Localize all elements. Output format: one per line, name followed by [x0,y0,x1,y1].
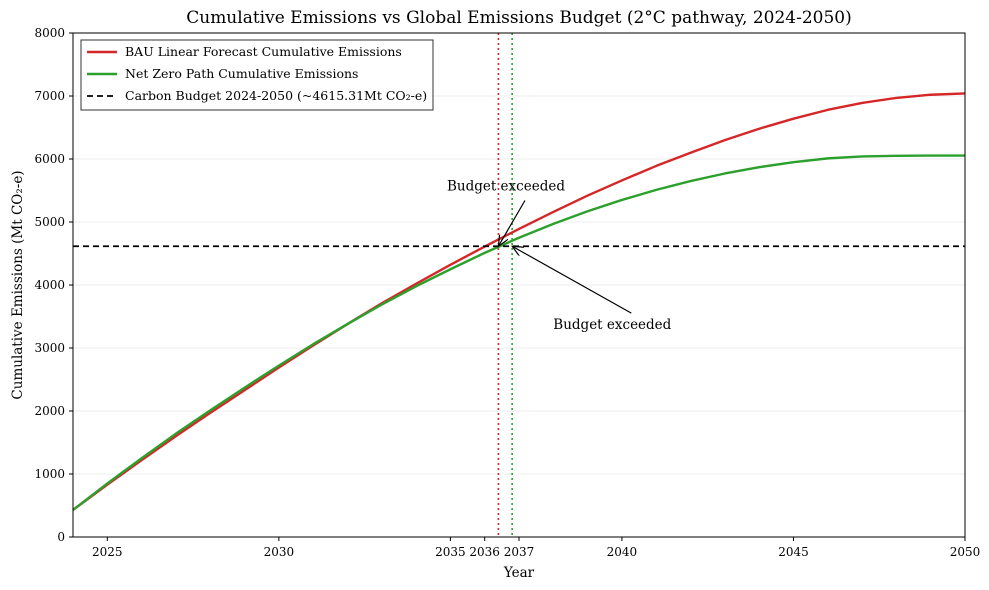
y-axis-label: Cumulative Emissions (Mt CO₂-e) [10,170,26,399]
y-tick-label: 5000 [34,215,65,229]
vertical-markers [497,33,513,537]
annotation-arrow [512,246,632,314]
legend-label: BAU Linear Forecast Cumulative Emissions [125,44,402,59]
y-tick-label: 8000 [34,26,65,40]
x-tick-label: 2030 [264,545,295,559]
series-line-0 [72,92,966,511]
y-tick-label: 4000 [34,278,65,292]
annotations: Budget exceeded Budget exceeded [447,179,672,334]
annotation-text: Budget exceeded [553,317,671,333]
y-tick-label: 2000 [34,404,65,418]
legend-label: Carbon Budget 2024-2050 (~4615.31Mt CO₂-… [125,88,427,103]
y-tick-label: 1000 [34,467,65,481]
series-lines [72,92,966,511]
y-axis-ticks: 0 1000 2000 3000 4000 5000 6000 7000 8000 [34,26,73,544]
x-tick-label: 2050 [950,545,981,559]
series-line-1 [72,154,965,511]
y-tick-label: 6000 [34,152,65,166]
annotation-text: Budget exceeded [447,179,565,195]
x-axis-label: Year [503,565,535,581]
y-tick-label: 3000 [34,341,65,355]
x-axis-ticks: 2025 2030 2035 2036 2037 2040 2045 2050 [92,537,980,559]
chart-title: Cumulative Emissions vs Global Emissions… [186,8,852,28]
x-tick-label: 2040 [607,545,638,559]
y-tick-label: 0 [57,530,65,544]
x-tick-label: 2036 [469,545,500,559]
x-tick-label: 2035 [435,545,466,559]
x-tick-label: 2037 [504,545,535,559]
legend-box [80,39,434,111]
x-tick-label: 2025 [92,545,123,559]
legend: BAU Linear Forecast Cumulative Emissions… [80,39,434,111]
x-tick-label: 2045 [778,545,809,559]
y-tick-label: 7000 [34,89,65,103]
annotation-arrow [498,200,526,247]
legend-label: Net Zero Path Cumulative Emissions [125,66,358,81]
